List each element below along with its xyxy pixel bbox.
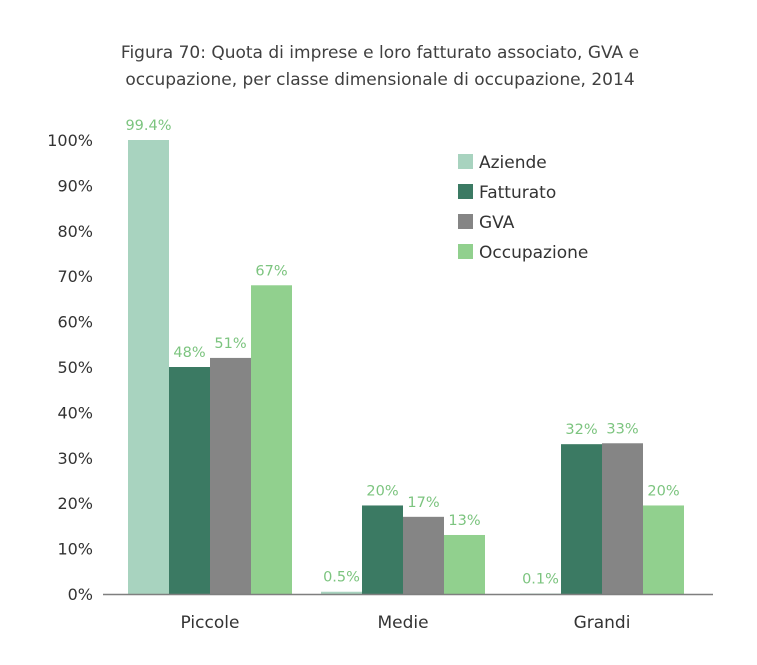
bar-value-label: 48% (173, 345, 205, 361)
category-label: Grandi (574, 613, 631, 633)
bar (128, 140, 169, 594)
y-tick-label: 50% (57, 358, 93, 377)
bar (251, 285, 292, 594)
bar-value-label: 20% (647, 483, 679, 499)
chart-title-line-2: occupazione, per classe dimensionale di … (125, 70, 634, 90)
bar (444, 534, 485, 594)
bar-value-label: 67% (255, 263, 287, 279)
legend-label: Fatturato (479, 183, 556, 203)
legend-swatch (458, 184, 473, 199)
y-axis-ticks: 0% 10% 20% 30% 40% 50% 60% 70% 80% 90% 100% (47, 131, 93, 604)
y-tick-label: 60% (57, 313, 93, 332)
bar (321, 591, 362, 594)
y-tick-label: 20% (57, 494, 93, 513)
bar-value-label: 99.4% (125, 118, 171, 134)
bar-value-label: 0.1% (522, 572, 559, 588)
legend-label: Occupazione (479, 243, 588, 263)
bar-value-label: 0.5% (323, 570, 360, 586)
y-tick-label: 10% (57, 540, 93, 559)
bar (602, 443, 643, 594)
legend-swatch (458, 214, 473, 229)
bar-value-label: 17% (407, 495, 439, 511)
legend-label: Aziende (479, 153, 547, 173)
category-labels: Piccole Medie Grandi (181, 613, 631, 633)
y-tick-label: 40% (57, 403, 93, 422)
category-label: Medie (377, 613, 428, 633)
legend-label: GVA (479, 213, 515, 233)
bar (362, 505, 403, 594)
bars (128, 140, 684, 594)
category-label: Piccole (181, 613, 240, 633)
bar-value-label: 32% (565, 422, 597, 438)
y-tick-label: 30% (57, 449, 93, 468)
bar-value-label: 20% (366, 483, 398, 499)
legend-swatch (458, 244, 473, 259)
legend: Aziende Fatturato GVA Occupazione (458, 153, 588, 263)
bar (210, 357, 251, 594)
bar-data-labels: 99.4% 48% 51% 67% 0.5% 20% 17% 13% 0.1% 32% 33% 20% (125, 118, 679, 588)
bar (561, 444, 602, 594)
y-tick-label: 70% (57, 267, 93, 286)
y-tick-label: 100% (47, 131, 93, 150)
legend-swatch (458, 154, 473, 169)
bar-value-label: 13% (448, 513, 480, 529)
bar-value-label: 33% (606, 421, 638, 437)
y-tick-label: 0% (68, 585, 93, 604)
bar (403, 516, 444, 594)
bar-value-label: 51% (214, 336, 246, 352)
bar (169, 367, 210, 594)
bar (643, 505, 684, 594)
y-tick-label: 80% (57, 222, 93, 241)
y-tick-label: 90% (57, 176, 93, 195)
chart-title-line-1: Figura 70: Quota di imprese e loro fattu… (121, 43, 639, 63)
